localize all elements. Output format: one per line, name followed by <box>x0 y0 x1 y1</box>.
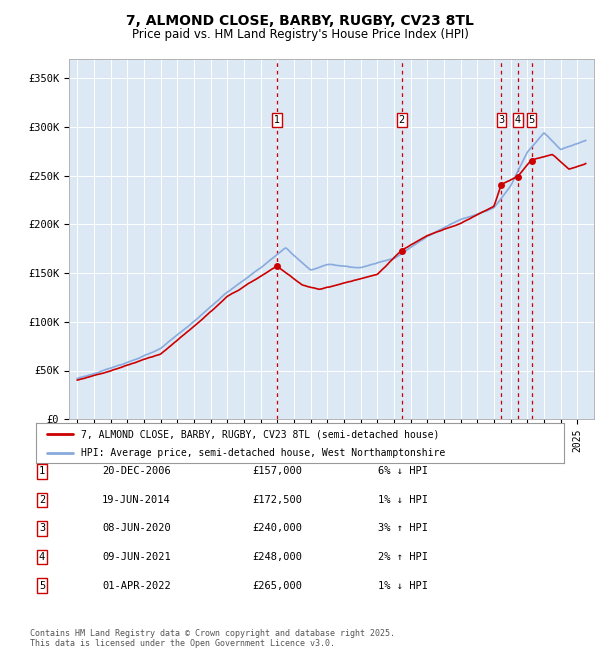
Text: 1: 1 <box>39 466 45 476</box>
Text: 3: 3 <box>39 523 45 534</box>
Text: Contains HM Land Registry data © Crown copyright and database right 2025.
This d: Contains HM Land Registry data © Crown c… <box>30 629 395 648</box>
Text: 09-JUN-2021: 09-JUN-2021 <box>102 552 171 562</box>
Text: 1% ↓ HPI: 1% ↓ HPI <box>378 495 428 505</box>
Text: 1: 1 <box>274 115 280 125</box>
Text: 08-JUN-2020: 08-JUN-2020 <box>102 523 171 534</box>
Text: 19-JUN-2014: 19-JUN-2014 <box>102 495 171 505</box>
Text: 7, ALMOND CLOSE, BARBY, RUGBY, CV23 8TL (semi-detached house): 7, ALMOND CLOSE, BARBY, RUGBY, CV23 8TL … <box>81 429 439 439</box>
Text: 4: 4 <box>515 115 521 125</box>
Text: 01-APR-2022: 01-APR-2022 <box>102 580 171 591</box>
Text: 2: 2 <box>39 495 45 505</box>
Text: Price paid vs. HM Land Registry's House Price Index (HPI): Price paid vs. HM Land Registry's House … <box>131 28 469 41</box>
Text: HPI: Average price, semi-detached house, West Northamptonshire: HPI: Average price, semi-detached house,… <box>81 448 445 458</box>
Text: 1% ↓ HPI: 1% ↓ HPI <box>378 580 428 591</box>
Text: £248,000: £248,000 <box>252 552 302 562</box>
Text: 20-DEC-2006: 20-DEC-2006 <box>102 466 171 476</box>
Text: 4: 4 <box>39 552 45 562</box>
Text: 3: 3 <box>498 115 505 125</box>
Text: £240,000: £240,000 <box>252 523 302 534</box>
Text: 2% ↑ HPI: 2% ↑ HPI <box>378 552 428 562</box>
Text: £157,000: £157,000 <box>252 466 302 476</box>
Text: 5: 5 <box>529 115 535 125</box>
Text: £265,000: £265,000 <box>252 580 302 591</box>
Text: 6% ↓ HPI: 6% ↓ HPI <box>378 466 428 476</box>
Text: 7, ALMOND CLOSE, BARBY, RUGBY, CV23 8TL: 7, ALMOND CLOSE, BARBY, RUGBY, CV23 8TL <box>126 14 474 29</box>
Text: £172,500: £172,500 <box>252 495 302 505</box>
Text: 2: 2 <box>399 115 405 125</box>
Text: 5: 5 <box>39 580 45 591</box>
Text: 3% ↑ HPI: 3% ↑ HPI <box>378 523 428 534</box>
